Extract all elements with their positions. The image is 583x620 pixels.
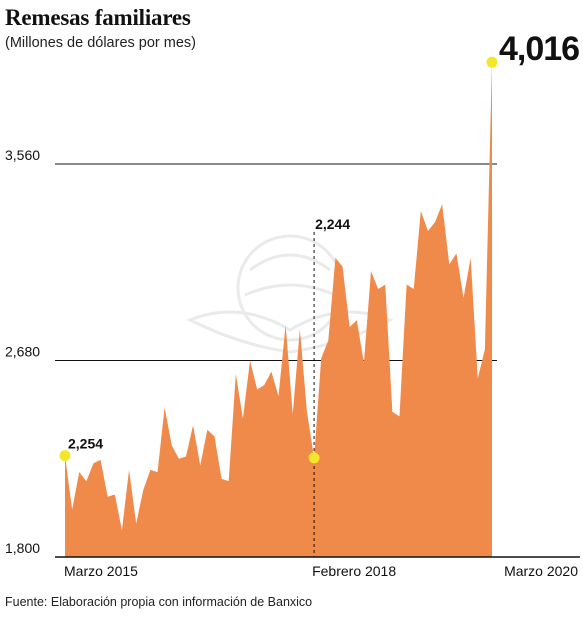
y-tick-label-2: 3,560 <box>5 147 40 163</box>
watermark-emblem-icon <box>186 234 394 354</box>
chart-subtitle: (Millones de dólares por mes) <box>5 35 196 51</box>
data-label-0: 2,254 <box>68 436 103 452</box>
x-tick-label-2: Marzo 2020 <box>504 563 578 579</box>
y-tick-label-0: 1,800 <box>5 540 40 556</box>
data-label-1: 2,244 <box>315 216 350 232</box>
data-label-2: 4,016 <box>499 30 579 68</box>
marker-point-1 <box>308 452 320 464</box>
source-note: Fuente: Elaboración propia con informaci… <box>5 595 313 609</box>
x-tick-label-1: Febrero 2018 <box>312 563 396 579</box>
x-tick-label-0: Marzo 2015 <box>64 563 138 579</box>
chart-canvas: 1,800 2,680 3,560 Marzo 2015 Febrero 2018 Mar… <box>5 30 580 579</box>
remittance-area-series <box>65 62 492 558</box>
chart-title: Remesas familiares <box>5 5 191 30</box>
y-tick-label-1: 2,680 <box>5 344 40 360</box>
marker-point-0 <box>59 450 71 462</box>
marker-point-2 <box>486 56 498 68</box>
